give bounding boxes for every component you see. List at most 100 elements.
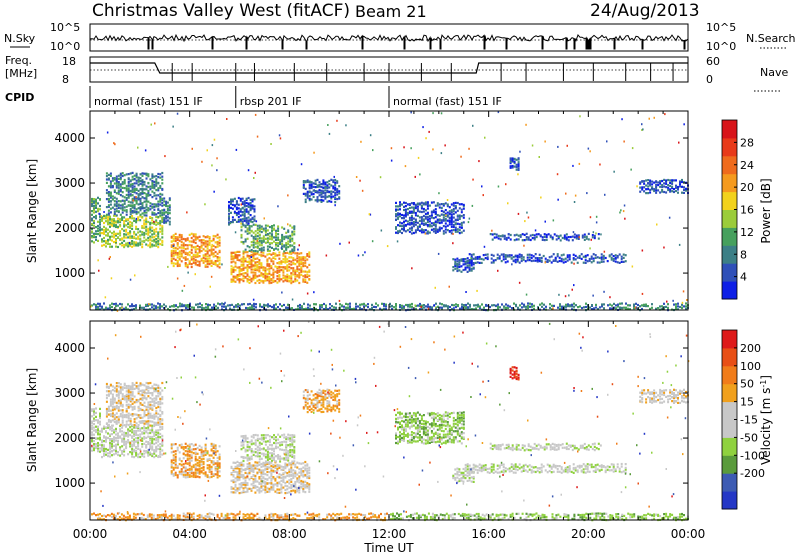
echo-cell xyxy=(517,168,520,171)
echo-cell xyxy=(234,255,237,258)
noise-cell xyxy=(98,269,100,272)
echo-cell xyxy=(235,203,238,206)
echo-cell xyxy=(234,491,237,494)
echo-cell xyxy=(653,181,656,184)
echo-cell xyxy=(149,226,152,229)
echo-cell xyxy=(434,225,437,228)
echo-cell xyxy=(113,420,116,423)
echo-cell xyxy=(109,207,112,210)
echo-cell xyxy=(151,416,154,419)
echo-cell xyxy=(145,408,148,411)
echo-cell xyxy=(460,270,463,273)
noise-cell xyxy=(595,232,597,235)
echo-cell xyxy=(109,383,112,386)
echo-cell xyxy=(296,279,299,282)
echo-cell xyxy=(151,186,154,189)
echo-cell xyxy=(444,218,447,221)
echo-cell xyxy=(442,218,445,221)
echo-cell xyxy=(147,232,150,235)
echo-cell xyxy=(509,305,511,308)
echo-cell xyxy=(273,228,275,231)
echo-cell xyxy=(478,257,481,260)
noise-cell xyxy=(483,245,486,248)
echo-cell xyxy=(554,259,557,262)
echo-cell xyxy=(212,463,215,466)
echo-cell xyxy=(159,418,162,421)
echo-cell xyxy=(288,260,291,263)
echo-cell xyxy=(316,196,319,199)
echo-cell xyxy=(131,303,133,306)
echo-cell xyxy=(513,165,516,168)
echo-cell xyxy=(139,173,142,176)
echo-cell xyxy=(229,304,231,307)
echo-cell xyxy=(186,253,189,256)
echo-cell xyxy=(266,245,269,248)
echo-cell xyxy=(105,397,108,400)
echo-cell xyxy=(281,226,284,229)
echo-cell xyxy=(151,206,154,209)
echo-cell xyxy=(165,204,168,207)
echo-cell xyxy=(278,277,281,280)
echo-cell xyxy=(462,229,465,232)
echo-cell xyxy=(149,381,152,385)
echo-cell xyxy=(250,234,253,237)
noise-cell xyxy=(565,192,567,195)
echo-cell xyxy=(277,236,280,239)
echo-cell xyxy=(113,219,115,222)
echo-cell xyxy=(292,262,295,265)
echo-cell xyxy=(404,219,407,222)
echo-cell xyxy=(238,267,241,270)
echo-cell xyxy=(503,305,505,308)
echo-cell xyxy=(289,238,292,241)
echo-cell xyxy=(292,267,295,270)
echo-cell xyxy=(105,430,107,433)
echo-cell xyxy=(115,412,118,415)
echo-cell xyxy=(234,480,237,483)
echo-cell xyxy=(306,253,309,256)
echo-cell xyxy=(278,275,281,278)
noise-cell xyxy=(216,169,218,172)
noise-cell xyxy=(113,142,115,145)
echo-cell xyxy=(466,270,469,273)
echo-cell xyxy=(412,223,415,226)
echo-cell xyxy=(170,257,173,261)
echo-cell xyxy=(328,183,331,186)
echo-cell xyxy=(119,204,122,207)
echo-cell xyxy=(300,266,303,269)
noise-cell xyxy=(531,144,534,147)
echo-cell xyxy=(637,303,639,307)
echo-cell xyxy=(188,260,191,263)
echo-cell xyxy=(361,308,363,311)
echo-cell xyxy=(403,306,405,310)
echo-cell xyxy=(252,250,255,253)
echo-cell xyxy=(204,240,207,243)
echo-cell xyxy=(249,214,252,217)
echo-cell xyxy=(93,413,95,416)
echo-cell xyxy=(309,304,311,307)
echo-cell xyxy=(436,218,439,221)
echo-cell xyxy=(127,392,130,395)
echo-cell xyxy=(450,223,453,226)
echo-cell xyxy=(125,197,128,200)
echo-cell xyxy=(260,249,263,252)
noise-cell xyxy=(414,304,416,307)
echo-cell xyxy=(279,308,281,311)
echo-cell xyxy=(113,240,115,244)
echo-cell xyxy=(133,431,136,434)
noise-cell xyxy=(194,273,196,276)
echo-cell xyxy=(462,216,465,219)
echo-cell xyxy=(277,227,280,230)
echo-cell xyxy=(518,256,521,259)
echo-cell xyxy=(129,213,132,216)
echo-cell xyxy=(410,214,413,217)
echo-cell xyxy=(103,228,105,231)
echo-cell xyxy=(288,275,291,278)
echo-cell xyxy=(153,387,156,390)
echo-cell xyxy=(216,252,219,255)
echo-cell xyxy=(105,241,107,244)
echo-cell xyxy=(218,475,221,478)
echo-cell xyxy=(523,239,526,242)
echo-cell xyxy=(414,221,417,224)
echo-cell xyxy=(143,214,146,217)
